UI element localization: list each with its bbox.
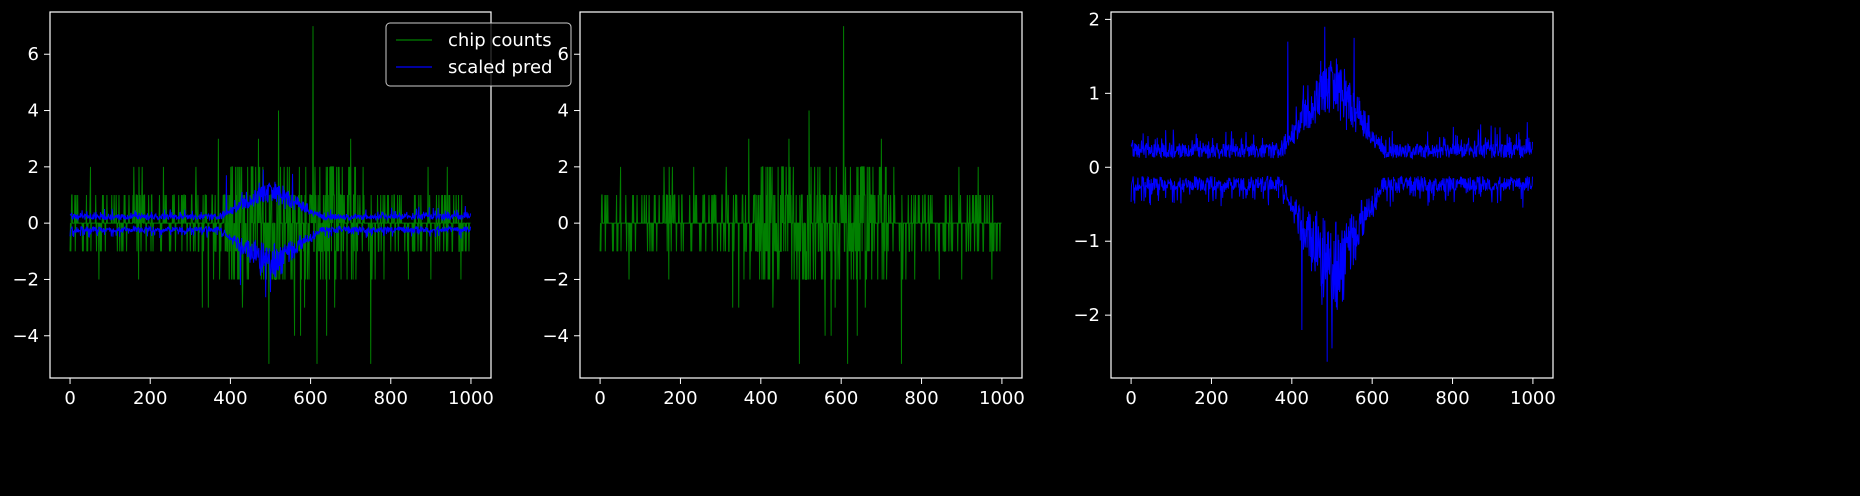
y-tick-label: −1	[1073, 231, 1100, 252]
y-tick-label: 6	[558, 44, 569, 65]
series-scaled-pred-lower	[1130, 175, 1534, 362]
panel-2: 0 200 400 600 800 1000 −4 −2 0 2 4 6	[542, 11, 1025, 409]
y-tick-label: 6	[28, 44, 39, 65]
y-tick-label: 0	[28, 213, 39, 234]
x-tick-label: 400	[744, 388, 778, 409]
series-chip-counts	[599, 26, 1002, 364]
legend: chip counts scaled pred	[385, 22, 572, 87]
x-tick-label: 600	[824, 388, 858, 409]
y-tick-label: 4	[28, 101, 39, 122]
panel-3: 0 200 400 600 800 1000 −2 −1 0 1 2	[1073, 9, 1555, 409]
x-tick-label: 200	[133, 388, 167, 409]
x-tick-label: 800	[904, 388, 938, 409]
axes-frame	[49, 11, 492, 379]
series-scaled-pred-upper	[69, 169, 472, 222]
y-tick-label: 0	[1089, 157, 1100, 178]
y-tick-label: −4	[12, 326, 39, 347]
x-tick-label: 1000	[979, 388, 1025, 409]
x-tick-label: 1000	[1510, 388, 1556, 409]
axes-frame	[1110, 11, 1554, 379]
x-tick-label: 200	[663, 388, 697, 409]
x-tick-label: 800	[374, 388, 408, 409]
y-tick-label: 1	[1089, 83, 1100, 104]
x-tick-label: 800	[1435, 388, 1469, 409]
legend-label: chip counts	[448, 30, 552, 51]
axes-frame	[579, 11, 1023, 379]
x-tick-label: 400	[1275, 388, 1309, 409]
y-tick-label: 2	[28, 157, 39, 178]
x-tick-label: 400	[213, 388, 247, 409]
panel-1: 0 200 400 600 800 1000 −4 −2 0 2 4 6 chip counts scal…	[12, 11, 572, 409]
series-scaled-pred-upper	[1130, 26, 1534, 160]
x-tick-label: 600	[1355, 388, 1389, 409]
x-tick-label: 0	[1125, 388, 1136, 409]
series-chip-counts	[69, 26, 471, 364]
y-tick-label: −2	[12, 269, 39, 290]
y-tick-label: 4	[558, 101, 569, 122]
y-tick-label: −2	[542, 269, 569, 290]
legend-box	[385, 22, 572, 87]
series-scaled-pred-lower	[69, 224, 472, 298]
y-tick-label: 2	[1089, 9, 1100, 30]
y-tick-label: 2	[558, 157, 569, 178]
x-tick-label: 0	[594, 388, 605, 409]
y-tick-label: −4	[542, 326, 569, 347]
y-tick-label: 0	[558, 213, 569, 234]
x-tick-label: 1000	[448, 388, 494, 409]
x-tick-label: 200	[1194, 388, 1228, 409]
legend-label: scaled pred	[448, 57, 552, 78]
y-tick-label: −2	[1073, 305, 1100, 326]
x-tick-label: 0	[64, 388, 75, 409]
x-tick-label: 600	[293, 388, 327, 409]
